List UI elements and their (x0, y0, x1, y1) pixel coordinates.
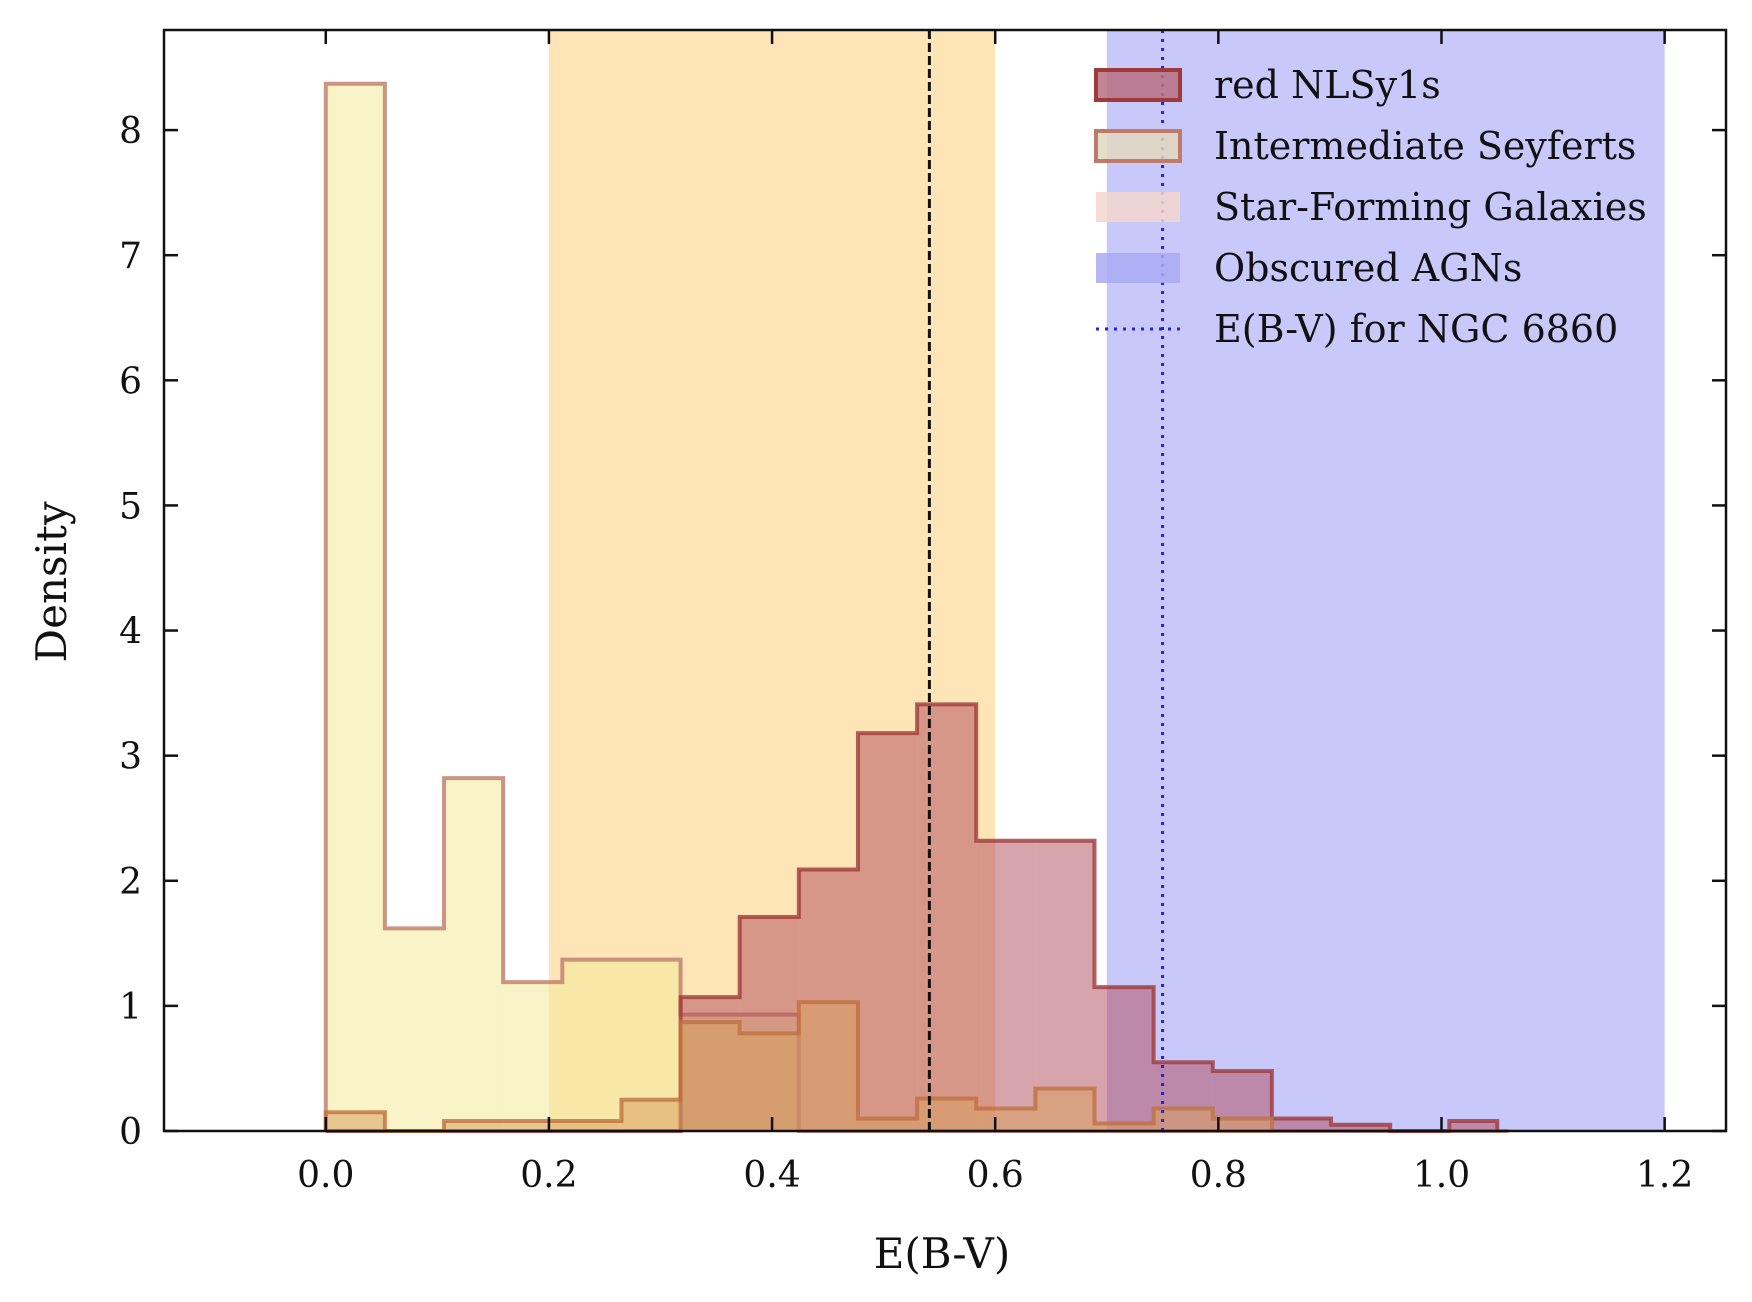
y-tick-label: 3 (119, 737, 142, 778)
axes (162, 28, 1728, 1133)
histogram-bar (1035, 840, 1095, 1131)
histogram-bar (444, 1120, 504, 1131)
x-axis-title: E(B-V) (874, 1229, 1011, 1278)
x-tick-label: 0.8 (1190, 1155, 1247, 1196)
ticks: 0.0 0.2 0.4 0.6 0.8 1.0 1.2 0 1 2 3 4 5 6 7 8 (119, 30, 1726, 1196)
legend-label: Star-Forming Galaxies (1214, 185, 1647, 229)
histogram-bar (976, 840, 1036, 1131)
histogram-bar (798, 1002, 858, 1131)
series-intermediate-seyferts (323, 81, 1509, 1133)
legend-swatch (1094, 68, 1182, 102)
histogram-bar (1331, 1124, 1391, 1131)
y-tick-label: 4 (119, 612, 142, 653)
histogram-outline (323, 1000, 1274, 1133)
histogram-series (323, 81, 1509, 1133)
histogram-bar (739, 1033, 799, 1131)
legend-label: red NLSy1s (1214, 63, 1441, 107)
region-obscured-agns (1106, 30, 1665, 1131)
histogram-bar (1153, 1108, 1213, 1131)
histogram-bar (621, 1099, 681, 1131)
histogram-bar (562, 959, 622, 1131)
legend-swatch (1096, 253, 1180, 283)
legend-label: Obscured AGNs (1214, 246, 1522, 290)
histogram-bar (857, 733, 918, 1131)
y-tick-label: 8 (119, 111, 142, 152)
reference-lines (927, 30, 1165, 1131)
legend-label: Intermediate Seyferts (1214, 124, 1636, 168)
histogram-bar (1035, 1088, 1095, 1131)
histogram-bar (562, 1120, 622, 1131)
histogram-bar (917, 704, 977, 1131)
y-tick-label: 2 (119, 862, 142, 903)
x-tick-label: 0.4 (743, 1155, 800, 1196)
histogram-bar (1094, 1123, 1154, 1131)
y-tick-label: 5 (119, 486, 142, 527)
x-tick-label: 1.0 (1413, 1155, 1470, 1196)
histogram-bar (976, 1108, 1036, 1131)
legend-label: E(B-V) for NGC 6860 (1214, 307, 1618, 351)
x-tick-label: 0.2 (520, 1155, 577, 1196)
y-tick-label: 6 (119, 361, 142, 402)
x-tick-label: 0.0 (297, 1155, 354, 1196)
legend-swatch (1094, 129, 1182, 163)
y-axis-title: Density (27, 501, 76, 662)
x-tick-label: 0.6 (967, 1155, 1024, 1196)
histogram-bar (503, 982, 563, 1131)
legend: red NLSy1s Intermediate Seyferts Star-Form… (1094, 63, 1647, 351)
legend-swatch (1096, 192, 1180, 222)
histogram-bar (325, 83, 385, 1132)
shaded-regions (548, 30, 1665, 1131)
y-tick-label: 0 (119, 1112, 142, 1153)
histogram-bar (1271, 1118, 1332, 1131)
histogram-bar (503, 1120, 563, 1131)
series-background-overlap (323, 1000, 1274, 1133)
histogram-bar (857, 1118, 918, 1131)
y-tick-label: 7 (119, 236, 142, 277)
plot-frame (162, 28, 1728, 1133)
histogram-bar (1212, 1118, 1272, 1131)
histogram-bar (1094, 987, 1154, 1131)
histogram-bar (384, 928, 445, 1131)
x-tick-label: 1.2 (1636, 1155, 1693, 1196)
histogram-bar (680, 1022, 740, 1131)
histogram-bar (325, 1112, 385, 1131)
histogram-bar (444, 778, 504, 1131)
y-tick-label: 1 (119, 987, 142, 1028)
histogram-bar (1449, 1120, 1498, 1131)
histogram-bar (917, 1098, 977, 1131)
